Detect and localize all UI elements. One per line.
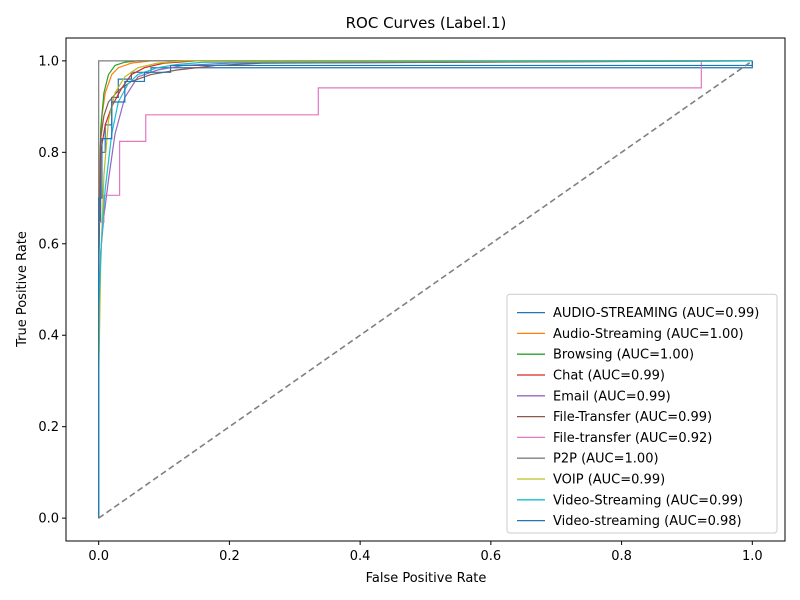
y-tick-label: 0.8 — [38, 146, 59, 161]
legend-entry-label: Email (AUC=0.99) — [553, 389, 671, 404]
legend-entry-label: P2P (AUC=1.00) — [553, 452, 659, 467]
legend-entry-label: Chat (AUC=0.99) — [553, 369, 665, 384]
legend-entry-label: AUDIO-STREAMING (AUC=0.99) — [553, 306, 759, 321]
y-tick-label: 0.6 — [38, 237, 59, 252]
chart-title: ROC Curves (Label.1) — [346, 14, 507, 32]
legend-entry-label: Video-Streaming (AUC=0.99) — [553, 493, 743, 508]
legend-entry-label: File-Transfer (AUC=0.99) — [553, 410, 712, 425]
y-tick-label: 0.0 — [38, 512, 59, 527]
axes-frame — [65, 37, 786, 542]
x-tick-label: 0.4 — [350, 549, 371, 564]
y-tick-label: 0.2 — [38, 420, 59, 435]
y-tick-label: 1.0 — [38, 54, 59, 69]
y-tick-label: 0.4 — [38, 329, 59, 344]
x-tick-label: 0.0 — [88, 549, 109, 564]
x-tick-label: 1.0 — [742, 549, 763, 564]
legend-entry-label: Video-streaming (AUC=0.98) — [553, 514, 742, 529]
x-tick-label: 0.8 — [611, 549, 632, 564]
y-axis-title: True Positive Rate — [15, 231, 30, 348]
roc-line-7 — [98, 60, 753, 519]
roc-line-9 — [98, 60, 753, 519]
x-tick-label: 0.2 — [219, 549, 240, 564]
legend: AUDIO-STREAMING (AUC=0.99) Audio-Streamin… — [506, 293, 778, 534]
roc-line-10 — [98, 60, 753, 519]
roc-line-11 — [98, 60, 753, 519]
y-axis: 0.0 0.2 0.4 0.6 0.8 1.0 — [38, 54, 66, 527]
x-axis-title: False Positive Rate — [366, 571, 487, 586]
legend-entry-label: Browsing (AUC=1.00) — [553, 348, 694, 363]
x-axis: 0.0 0.2 0.4 0.6 0.8 1.0 — [88, 541, 763, 564]
legend-entry-label: Audio-Streaming (AUC=1.00) — [553, 327, 744, 342]
legend-box — [506, 293, 778, 534]
plot-area — [98, 60, 753, 519]
x-tick-label: 0.6 — [481, 549, 502, 564]
legend-entry-label: VOIP (AUC=0.99) — [553, 473, 665, 488]
legend-entry-label: File-transfer (AUC=0.92) — [553, 431, 712, 446]
